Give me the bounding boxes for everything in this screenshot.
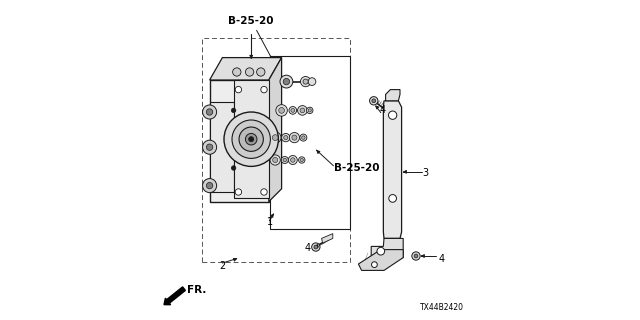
Text: FR.: FR. (187, 284, 207, 295)
Circle shape (414, 254, 418, 258)
Circle shape (279, 108, 285, 113)
Circle shape (377, 247, 385, 255)
Circle shape (270, 155, 280, 165)
Circle shape (202, 105, 216, 119)
Circle shape (314, 245, 318, 249)
Circle shape (246, 68, 254, 76)
Text: 2: 2 (220, 260, 225, 271)
Circle shape (303, 79, 308, 84)
Circle shape (261, 189, 268, 195)
Polygon shape (210, 58, 282, 80)
Circle shape (298, 157, 305, 163)
Circle shape (291, 108, 294, 112)
Circle shape (308, 109, 312, 112)
Circle shape (372, 99, 376, 103)
Circle shape (308, 78, 316, 85)
Circle shape (202, 179, 216, 193)
Circle shape (261, 86, 268, 93)
Circle shape (291, 158, 295, 162)
Circle shape (202, 140, 216, 154)
Circle shape (307, 107, 313, 114)
Circle shape (312, 243, 320, 251)
Circle shape (283, 158, 287, 162)
Text: 4: 4 (380, 105, 385, 116)
Text: 3: 3 (422, 168, 429, 178)
Circle shape (388, 195, 396, 202)
Circle shape (206, 144, 212, 150)
Circle shape (298, 106, 307, 115)
Circle shape (248, 137, 253, 142)
Circle shape (269, 132, 281, 143)
Circle shape (289, 107, 296, 114)
Polygon shape (322, 234, 333, 243)
Circle shape (273, 157, 278, 163)
FancyArrow shape (164, 287, 186, 305)
Text: TX44B2420: TX44B2420 (420, 303, 463, 312)
Circle shape (239, 127, 264, 151)
Polygon shape (371, 238, 403, 258)
Circle shape (273, 135, 278, 140)
Circle shape (300, 108, 305, 113)
Circle shape (301, 136, 305, 140)
Text: 1: 1 (268, 217, 273, 228)
Circle shape (232, 166, 236, 170)
Circle shape (224, 112, 278, 166)
Text: B-25-20: B-25-20 (334, 163, 380, 173)
Polygon shape (383, 101, 402, 238)
Circle shape (276, 105, 287, 116)
Circle shape (288, 156, 297, 164)
Polygon shape (385, 90, 400, 101)
Circle shape (283, 78, 289, 85)
Circle shape (282, 133, 290, 142)
Circle shape (236, 189, 242, 195)
Circle shape (388, 111, 397, 119)
Text: 4: 4 (304, 243, 310, 253)
Circle shape (280, 75, 292, 88)
Circle shape (236, 86, 242, 93)
Bar (234, 80, 269, 198)
Text: 4: 4 (438, 254, 445, 264)
Circle shape (257, 68, 265, 76)
Bar (210, 102, 234, 192)
Circle shape (301, 76, 311, 87)
Circle shape (289, 132, 300, 143)
Circle shape (412, 252, 420, 260)
Circle shape (206, 109, 212, 115)
Bar (210, 80, 269, 202)
Circle shape (232, 108, 236, 113)
Bar (202, 38, 351, 262)
Bar (270, 56, 351, 229)
Circle shape (371, 262, 378, 268)
Circle shape (206, 182, 212, 189)
Circle shape (370, 97, 378, 105)
Text: B-25-20: B-25-20 (228, 16, 274, 26)
Circle shape (282, 156, 288, 164)
Circle shape (292, 135, 297, 140)
Circle shape (284, 136, 288, 140)
Circle shape (246, 133, 257, 145)
Circle shape (300, 134, 307, 141)
Circle shape (232, 120, 270, 158)
Circle shape (233, 68, 241, 76)
Polygon shape (358, 250, 403, 270)
Polygon shape (269, 58, 282, 202)
Circle shape (300, 158, 303, 162)
